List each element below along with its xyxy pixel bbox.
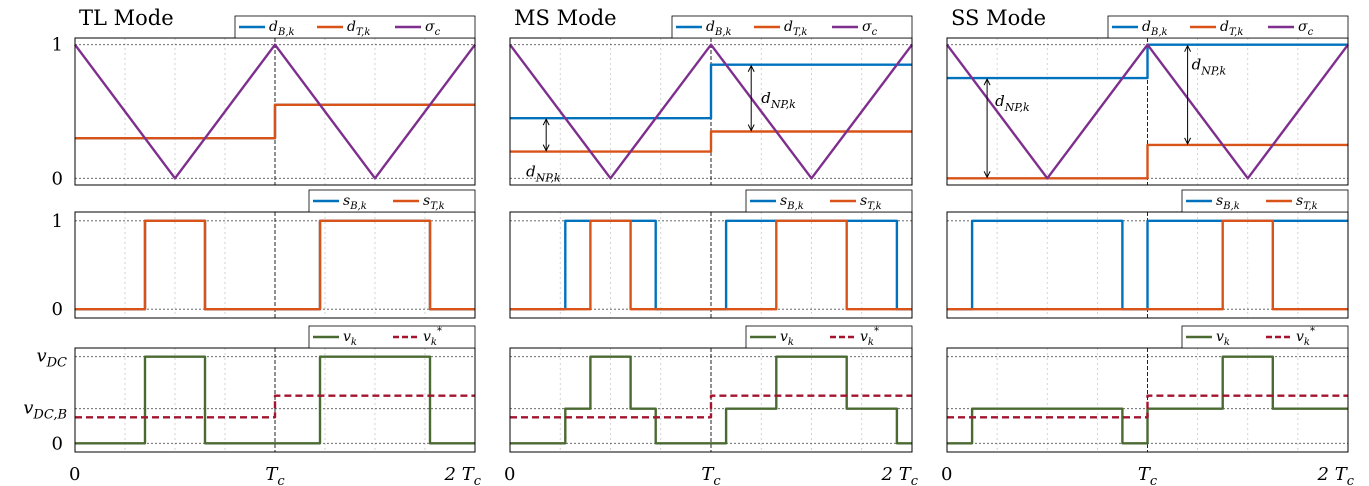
chart-5-series-1	[947, 219, 1348, 311]
chart-2-ann-head-top-1	[1184, 44, 1192, 52]
chart-8-legend-box	[1181, 325, 1349, 349]
chart-1-series-2	[509, 43, 913, 180]
chart-3-series-1	[75, 219, 475, 311]
chart-1-legend-label-1: dT,k	[784, 19, 807, 38]
chart-3-legend-label-1: sT,k	[423, 193, 445, 212]
chart-4-legend-label-1: sT,k	[860, 193, 882, 212]
chart-3-legend-label-0: sB,k	[343, 193, 367, 212]
chart-0-title: TL Mode	[79, 6, 174, 30]
chart-0-legend-label-0: dB,k	[269, 19, 295, 38]
chart-2-legend-label-2: σc	[1298, 19, 1314, 38]
chart-0-series-2	[74, 43, 476, 180]
chart-3-series-0	[75, 219, 475, 311]
chart-8-axes	[946, 347, 1349, 453]
chart-1-legend-box	[671, 15, 913, 39]
chart-2-ann-label-1: dNP,k	[1192, 56, 1227, 78]
chart-1-legend-label-0: dB,k	[706, 19, 732, 38]
chart-5-legend-box	[1181, 189, 1349, 213]
chart-2-legend-label-0: dB,k	[1142, 19, 1168, 38]
chart-7-series-0	[510, 355, 912, 445]
chart-7-xtick-2: 2 Tc	[881, 464, 919, 486]
chart-4-series-1	[510, 219, 912, 311]
chart-5-legend-label-1: sT,k	[1296, 193, 1318, 212]
chart-5-legend-label-0: sB,k	[1216, 193, 1240, 212]
chart-7-legend-label-0: vk	[780, 329, 794, 348]
chart-8-series-1	[947, 394, 1348, 419]
chart-2-ann-label-0: dNP,k	[995, 92, 1030, 114]
chart-2-series-0	[947, 43, 1348, 80]
chart-5-series-0	[947, 219, 1348, 311]
chart-6-xtick-0: 0	[69, 464, 80, 485]
chart-6-legend-label-1: vk*	[423, 326, 442, 348]
chart-1-ann-head-bot-0	[542, 144, 550, 152]
chart-4-legend-box	[745, 189, 913, 213]
chart-7-series-1	[510, 394, 912, 419]
chart-7-xtick-0: 0	[504, 464, 515, 485]
chart-4-series-0	[510, 219, 912, 311]
chart-1-legend-label-2: σc	[862, 19, 878, 38]
chart-7-xtick-1: Tc	[701, 464, 721, 486]
chart-6-axes	[74, 347, 476, 453]
chart-7-axes	[509, 347, 913, 453]
chart-0-ytick-0: 1	[52, 35, 63, 56]
chart-6-legend-box	[308, 325, 476, 349]
chart-0-legend-box	[234, 15, 476, 39]
chart-0-ytick-1: 0	[52, 168, 63, 189]
chart-2-series-1	[947, 143, 1348, 180]
chart-1-ann-label-1: dNP,k	[761, 89, 796, 111]
chart-0-legend-label-1: dT,k	[347, 19, 370, 38]
chart-2-ann-head-bot-1	[1184, 137, 1192, 146]
chart-8-xtick-0: 0	[941, 464, 952, 485]
chart-5-axes	[946, 211, 1349, 319]
chart-2-legend-label-1: dT,k	[1220, 19, 1243, 38]
chart-1-ann-head-bot-1	[747, 124, 755, 132]
chart-6-ytick-2: 0	[52, 433, 63, 454]
chart-1-ann-head-top-1	[747, 64, 755, 72]
chart-1-series-1	[510, 130, 912, 153]
chart-6-legend-label-0: vk	[343, 329, 357, 348]
chart-2-legend-box	[1107, 15, 1349, 39]
chart-3-legend-box	[308, 189, 476, 213]
chart-2-ann-head-bot-0	[983, 171, 991, 179]
chart-3-ytick-1: 0	[52, 299, 63, 320]
chart-1-ann-label-0: dNP,k	[526, 163, 561, 185]
chart-6-xtick-1: Tc	[265, 464, 285, 486]
chart-4-axes	[509, 211, 913, 319]
chart-6-ytick-1: vDC,B	[23, 398, 67, 423]
chart-2-ann-head-top-0	[983, 77, 991, 86]
chart-0-legend-label-2: σc	[425, 19, 441, 38]
chart-7-legend-box	[745, 325, 913, 349]
chart-6-ytick-0: vDC	[36, 346, 67, 371]
chart-8-xtick-1: Tc	[1138, 464, 1158, 486]
chart-7-legend-label-1: vk*	[860, 326, 879, 348]
chart-1-series-0	[510, 63, 912, 120]
chart-2-series-2	[946, 43, 1349, 180]
chart-2-title: SS Mode	[951, 6, 1046, 30]
chart-8-xtick-2: 2 Tc	[1317, 464, 1355, 486]
chart-3-axes	[74, 211, 476, 319]
chart-1-title: MS Mode	[514, 6, 617, 30]
chart-1-ann-head-top-0	[542, 118, 550, 126]
chart-0-series-1	[75, 103, 475, 140]
chart-6-series-1	[75, 394, 475, 419]
chart-8-legend-label-0: vk	[1216, 329, 1230, 348]
chart-4-legend-label-0: sB,k	[780, 193, 804, 212]
chart-6-series-0	[75, 355, 475, 445]
chart-8-series-0	[947, 355, 1348, 445]
chart-6-xtick-2: 2 Tc	[444, 464, 482, 486]
chart-3-ytick-0: 1	[52, 211, 63, 232]
chart-8-legend-label-1: vk*	[1296, 326, 1315, 348]
